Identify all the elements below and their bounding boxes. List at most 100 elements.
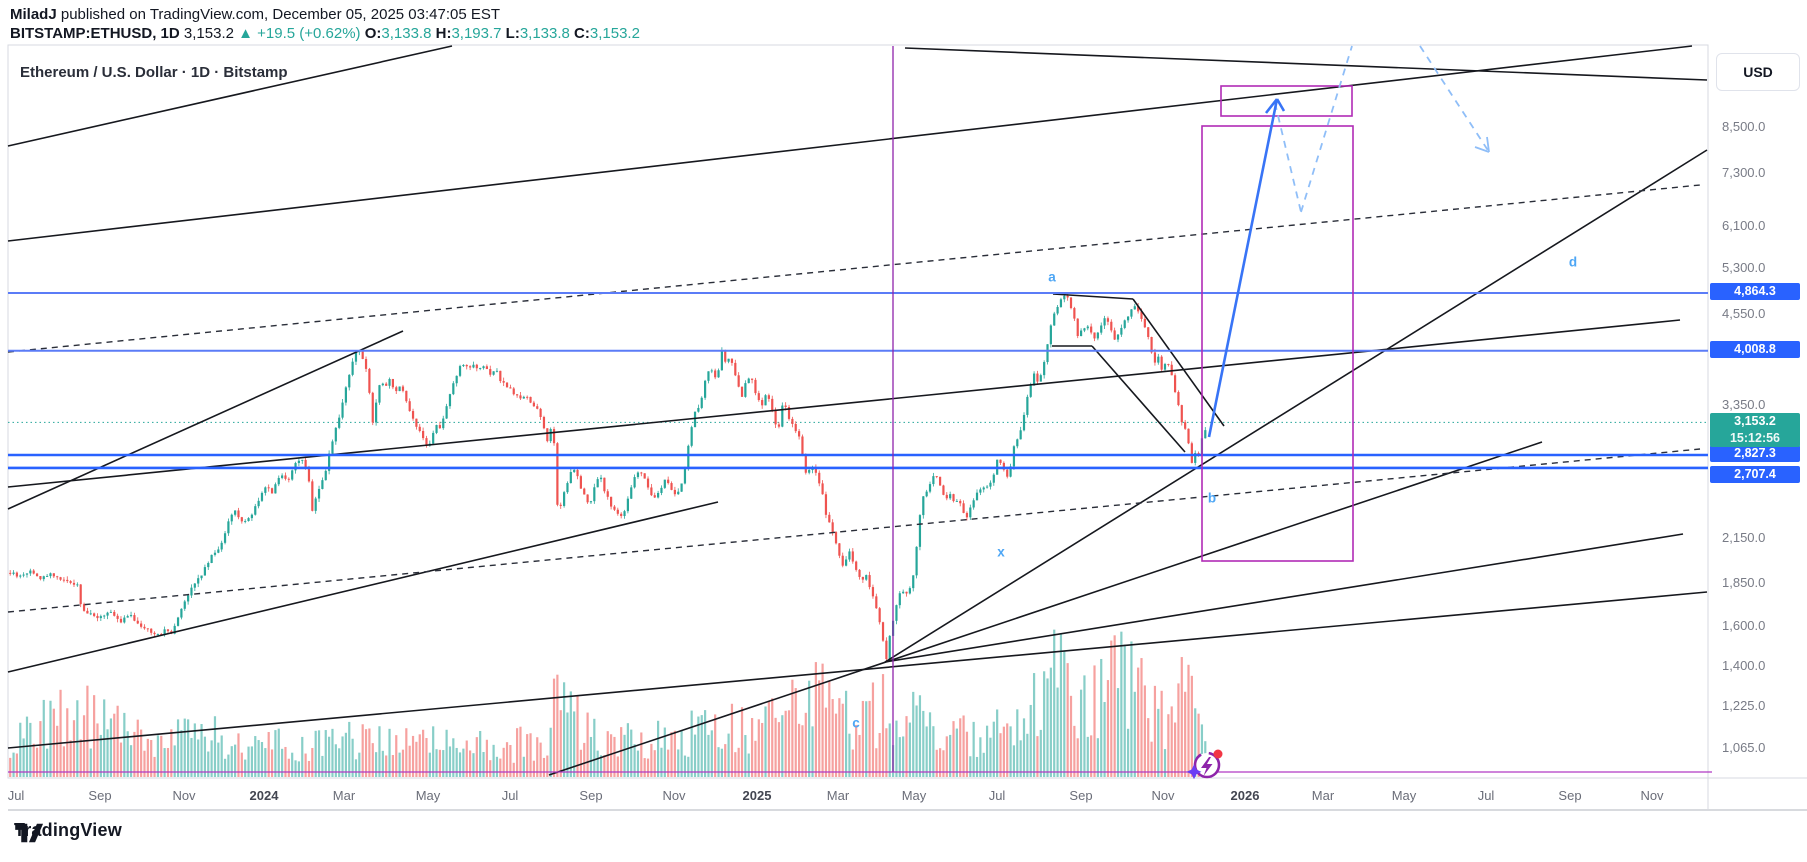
candle-body bbox=[173, 625, 176, 634]
volume-bar bbox=[465, 740, 468, 777]
candle-body bbox=[260, 492, 264, 501]
dashed-trendline[interactable] bbox=[7, 448, 1701, 613]
candle-body bbox=[824, 494, 828, 515]
volume-bar bbox=[942, 750, 945, 777]
volume-bar bbox=[613, 736, 616, 777]
volume-bar bbox=[573, 711, 576, 777]
trendline[interactable] bbox=[1091, 345, 1186, 453]
candle-body bbox=[12, 572, 15, 574]
volume-bar bbox=[794, 688, 797, 777]
volume-bar bbox=[1069, 695, 1073, 777]
dashed-trendline[interactable] bbox=[7, 184, 1701, 353]
candle-body bbox=[455, 375, 458, 384]
volume-bar bbox=[119, 742, 123, 777]
trendline[interactable] bbox=[1132, 298, 1225, 427]
candle-body bbox=[270, 488, 274, 494]
volume-bar bbox=[616, 756, 619, 777]
candle-body bbox=[767, 395, 770, 399]
candle-body bbox=[636, 472, 640, 478]
candle-body bbox=[435, 425, 438, 433]
trendline[interactable] bbox=[548, 441, 1543, 776]
currency-toggle-button[interactable]: USD bbox=[1716, 53, 1800, 91]
volume-bar bbox=[1093, 665, 1096, 777]
candle-body bbox=[610, 496, 613, 507]
volume-bar bbox=[1019, 740, 1022, 777]
publish-text: published on TradingView.com, December 0… bbox=[56, 6, 501, 23]
trendline[interactable] bbox=[1052, 293, 1134, 300]
candle-body bbox=[801, 436, 804, 456]
trendline[interactable] bbox=[7, 501, 719, 673]
candle-body bbox=[861, 576, 864, 580]
projection-arrow-up[interactable] bbox=[1207, 98, 1279, 438]
dashed-zigzag-projection[interactable] bbox=[1419, 45, 1490, 153]
candle-body bbox=[422, 431, 425, 439]
candle-body bbox=[616, 509, 619, 514]
volume-bar bbox=[935, 749, 938, 777]
candle-body bbox=[341, 402, 344, 418]
candle-body bbox=[187, 595, 190, 602]
wave-letter-b[interactable]: b bbox=[1207, 490, 1217, 506]
volume-bar bbox=[801, 725, 804, 777]
volume-bar bbox=[317, 730, 321, 777]
volume-bar bbox=[277, 728, 280, 777]
candle-body bbox=[710, 370, 713, 372]
dashed-zigzag-projection[interactable] bbox=[1300, 45, 1353, 213]
candle-body bbox=[378, 385, 381, 403]
volume-bar bbox=[740, 707, 744, 777]
rectangle-drawing[interactable] bbox=[1220, 85, 1353, 117]
volume-bar bbox=[811, 726, 814, 777]
volume-bar bbox=[532, 760, 535, 777]
volume-bar bbox=[865, 701, 868, 777]
trendline[interactable] bbox=[7, 330, 404, 510]
wave-letter-x[interactable]: x bbox=[997, 544, 1005, 560]
candle-body bbox=[542, 417, 546, 429]
candle-body bbox=[1180, 405, 1183, 423]
candle-body bbox=[640, 472, 643, 474]
trendline[interactable] bbox=[7, 45, 453, 147]
candle-body bbox=[415, 418, 418, 427]
low-value: 3,133.8 bbox=[519, 25, 570, 42]
wave-letter-c[interactable]: c bbox=[852, 715, 860, 731]
volume-bar bbox=[1160, 690, 1163, 777]
volume-bar bbox=[1100, 658, 1103, 777]
volume-bar bbox=[445, 729, 448, 777]
candle-body bbox=[1090, 326, 1093, 333]
trendline[interactable] bbox=[904, 47, 1708, 81]
candle-body bbox=[1073, 308, 1076, 319]
candle-body bbox=[475, 364, 478, 369]
candle-body bbox=[277, 477, 280, 485]
wave-letter-d[interactable]: d bbox=[1568, 254, 1578, 270]
candle-body bbox=[408, 401, 411, 412]
volume-bar bbox=[905, 716, 908, 777]
candle-body bbox=[331, 441, 334, 454]
candle-body bbox=[677, 491, 680, 495]
candle-body bbox=[398, 386, 401, 392]
chart-pane-border bbox=[7, 44, 1709, 779]
candle-body bbox=[354, 352, 358, 362]
volume-bar bbox=[1103, 702, 1106, 777]
candle-body bbox=[747, 378, 750, 384]
candle-body bbox=[116, 615, 119, 619]
trendline[interactable] bbox=[7, 591, 1708, 749]
trendline[interactable] bbox=[7, 45, 1693, 242]
tradingview-logo[interactable]: TradingView bbox=[14, 820, 122, 843]
wave-letter-a[interactable]: a bbox=[1048, 269, 1056, 285]
trendline[interactable] bbox=[884, 533, 1684, 663]
candle-body bbox=[613, 506, 616, 510]
candle-body bbox=[180, 608, 183, 618]
trendline[interactable] bbox=[884, 149, 1708, 663]
volume-bar bbox=[452, 738, 455, 777]
candle-body bbox=[237, 510, 240, 518]
time-tick-label: 2025 bbox=[742, 788, 772, 803]
chart-legend-title[interactable]: Ethereum / U.S. Dollar · 1D · Bitstamp bbox=[20, 64, 288, 81]
candle-body bbox=[633, 477, 636, 488]
rectangle-drawing[interactable] bbox=[1201, 125, 1354, 562]
trendline[interactable] bbox=[7, 319, 1681, 488]
dashed-zigzag-projection[interactable] bbox=[1274, 102, 1302, 213]
candle-body bbox=[9, 572, 12, 574]
volume-bar bbox=[254, 736, 257, 777]
candle-body bbox=[579, 476, 582, 489]
candle-body bbox=[1150, 336, 1153, 353]
candle-body bbox=[126, 616, 129, 618]
